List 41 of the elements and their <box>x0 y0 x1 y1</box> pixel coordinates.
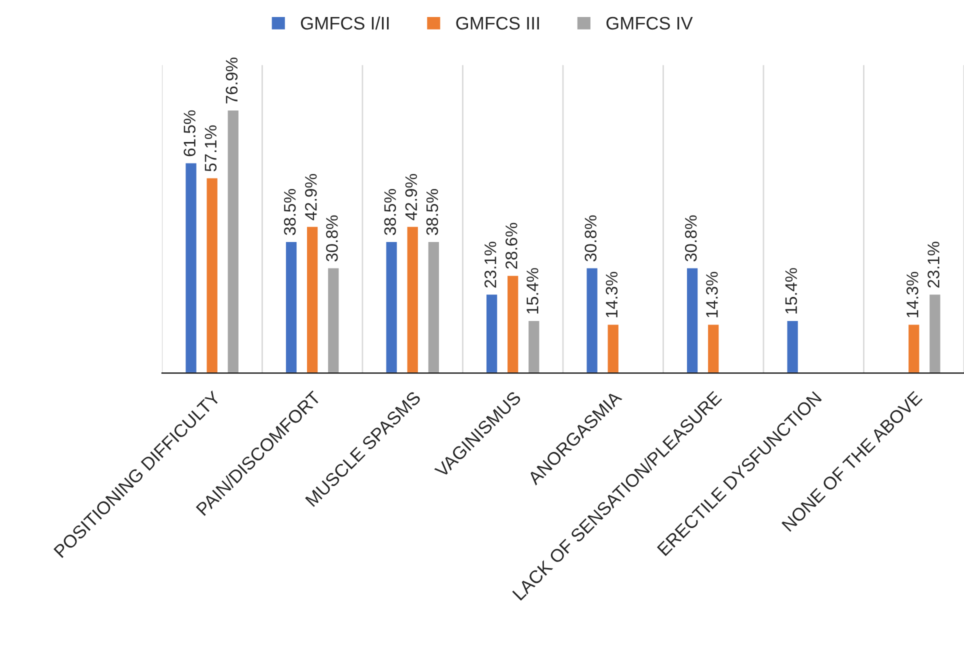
data-label: 38.5% <box>284 189 296 236</box>
bar <box>786 320 800 374</box>
bar <box>184 162 198 374</box>
data-label: 61.5% <box>184 110 196 156</box>
data-label: 23.1% <box>928 242 940 288</box>
bar <box>706 323 720 374</box>
data-label: 14.3% <box>906 272 918 318</box>
data-label: 38.5% <box>426 189 438 236</box>
bar <box>928 293 942 374</box>
bar <box>306 226 320 374</box>
bar <box>907 323 921 374</box>
legend-label: GMFCS III <box>456 16 539 30</box>
data-label: 15.4% <box>785 268 798 314</box>
bar <box>585 266 599 374</box>
data-label: 30.8% <box>584 215 597 262</box>
legend-label: GMFCS I/II <box>300 16 389 30</box>
data-label: 14.3% <box>606 272 618 318</box>
bar <box>205 176 219 374</box>
bar <box>485 293 499 374</box>
bar <box>527 320 541 374</box>
bar <box>384 240 398 374</box>
data-label: 23.1% <box>484 242 496 288</box>
data-label: 57.1% <box>204 125 217 172</box>
bar <box>506 274 520 374</box>
data-label: 28.6% <box>506 222 518 269</box>
data-label: 30.8% <box>684 215 697 262</box>
bar <box>686 266 700 374</box>
data-label: 14.3% <box>706 272 718 318</box>
bar <box>406 226 420 374</box>
bar <box>426 240 440 374</box>
bar <box>226 109 240 374</box>
data-label: 76.9% <box>226 58 238 104</box>
data-label: 42.9% <box>405 174 418 220</box>
bar <box>326 266 340 374</box>
bar <box>284 240 298 374</box>
bar <box>606 323 620 374</box>
data-label: 15.4% <box>526 268 538 314</box>
data-label: 42.9% <box>305 174 317 220</box>
data-label: 38.5% <box>384 189 396 236</box>
legend-label: GMFCS IV <box>606 16 693 30</box>
data-label: 30.8% <box>326 215 338 262</box>
